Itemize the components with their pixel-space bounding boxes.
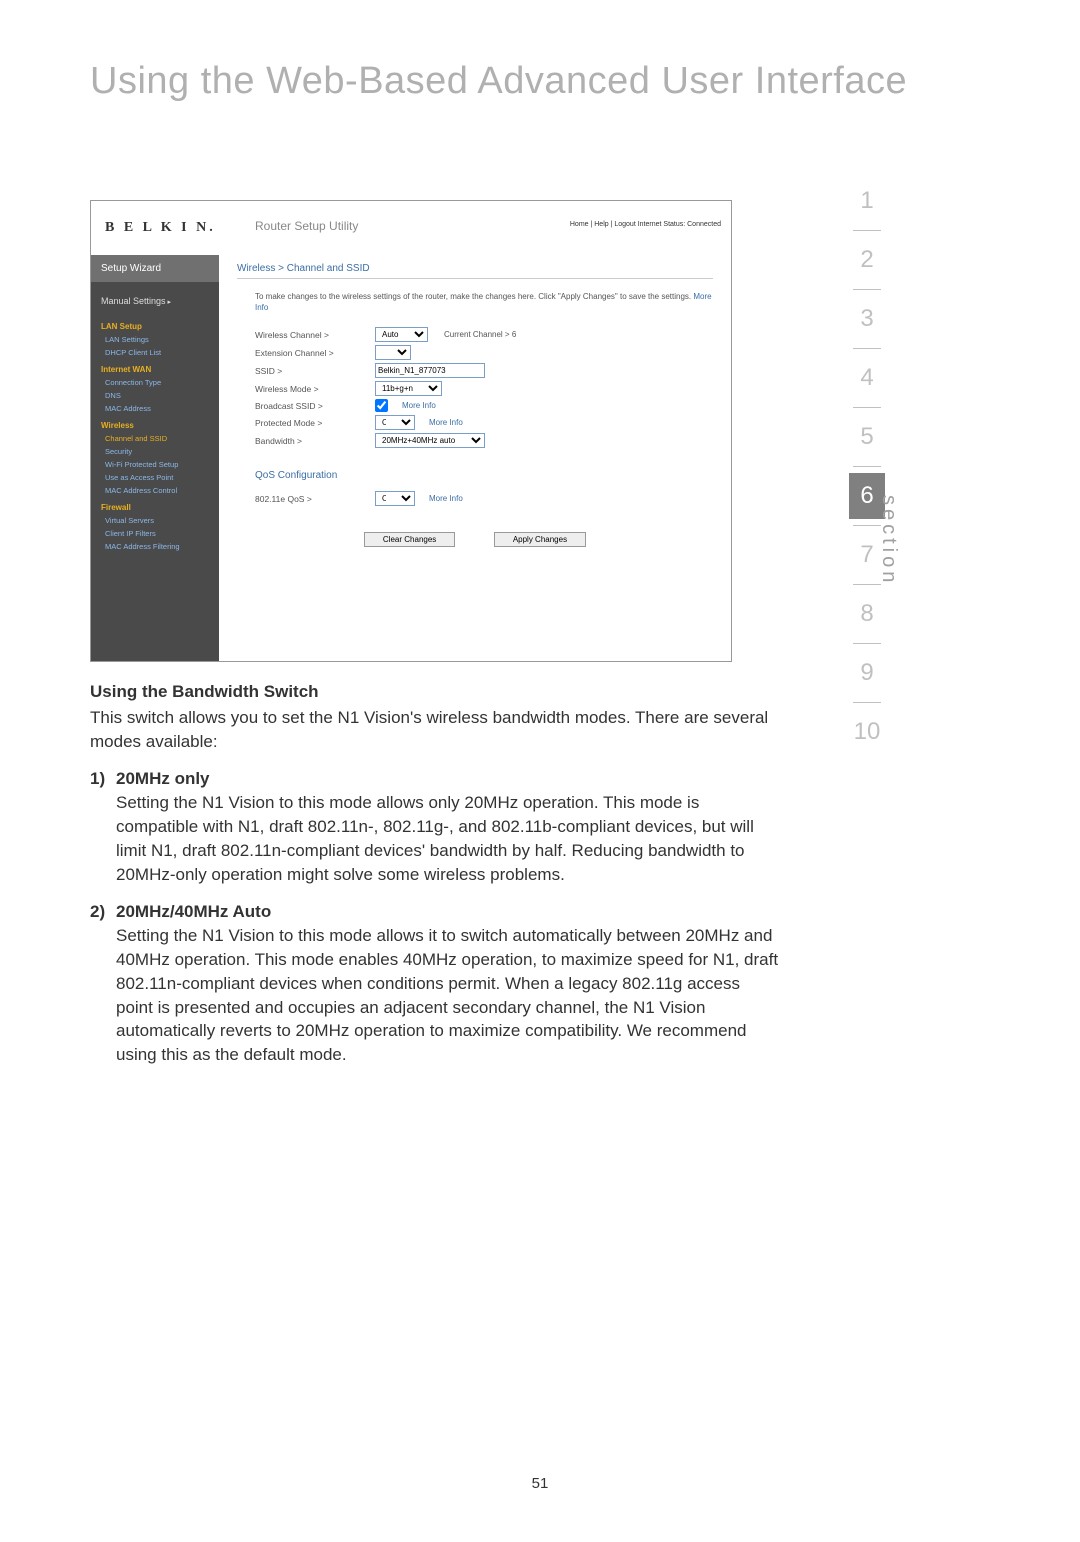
sidebar-item[interactable]: Security [91,445,219,458]
doc-item-text: Setting the N1 Vision to this mode allow… [116,791,780,886]
section-nav-8[interactable]: 8 [849,591,885,637]
sidebar: Setup Wizard Manual Settings LAN SetupLA… [91,255,219,661]
section-nav-4[interactable]: 4 [849,355,885,401]
section-nav-2[interactable]: 2 [849,237,885,283]
current-channel-text: Current Channel > 6 [444,330,516,339]
router-header: B E L K I N. Router Setup Utility Home |… [91,201,731,255]
section-nav-1[interactable]: 1 [849,178,885,224]
doc-item-title: 20MHz only [116,767,780,791]
sidebar-item[interactable]: DNS [91,389,219,402]
section-divider [853,289,881,290]
sidebar-item[interactable]: MAC Address Control [91,484,219,497]
breadcrumb: Wireless > Channel and SSID [237,255,713,279]
label-ext-channel: Extension Channel > [255,348,375,358]
section-nav-5[interactable]: 5 [849,414,885,460]
label-broadcast: Broadcast SSID > [255,401,375,411]
sidebar-item[interactable]: Client IP Filters [91,527,219,540]
select-qos[interactable]: On [375,491,415,506]
doc-item-title: 20MHz/40MHz Auto [116,900,780,924]
doc-item-body: 20MHz/40MHz AutoSetting the N1 Vision to… [116,900,780,1067]
row-wireless-channel: Wireless Channel > Auto Current Channel … [255,327,713,342]
manual-settings-header[interactable]: Manual Settings [91,282,219,316]
label-wireless-channel: Wireless Channel > [255,330,375,340]
doc-item-body: 20MHz onlySetting the N1 Vision to this … [116,767,780,886]
row-qos: 802.11e QoS > On More Info [255,491,713,506]
sidebar-category: Firewall [91,497,219,514]
row-protected: Protected Mode > Off More Info [255,415,713,430]
more-info-link[interactable]: More Info [402,401,436,410]
select-wireless-channel[interactable]: Auto [375,327,428,342]
section-label: section [877,495,900,586]
section-divider [853,643,881,644]
more-info-link[interactable]: More Info [429,494,463,503]
clear-changes-button[interactable]: Clear Changes [364,532,455,547]
more-info-link[interactable]: More Info [429,418,463,427]
select-protected[interactable]: Off [375,415,415,430]
top-links[interactable]: Home | Help | Logout Internet Status: Co… [570,221,721,228]
label-ssid: SSID > [255,366,375,376]
qos-heading: QoS Configuration [255,470,713,481]
doc-list-item: 1)20MHz onlySetting the N1 Vision to thi… [90,767,780,886]
doc-item-number: 1) [90,767,116,886]
section-divider [853,702,881,703]
router-ui-screenshot: B E L K I N. Router Setup Utility Home |… [90,200,732,662]
section-divider [853,230,881,231]
belkin-logo: B E L K I N. [105,220,216,236]
button-row: Clear Changes Apply Changes [237,532,713,547]
doc-list-item: 2)20MHz/40MHz AutoSetting the N1 Vision … [90,900,780,1067]
label-mode: Wireless Mode > [255,384,375,394]
doc-item-number: 2) [90,900,116,1067]
label-qos: 802.11e QoS > [255,494,375,504]
sidebar-item[interactable]: Virtual Servers [91,514,219,527]
row-ssid: SSID > [255,363,713,378]
doc-item-text: Setting the N1 Vision to this mode allow… [116,924,780,1067]
sidebar-category: Wireless [91,415,219,432]
sidebar-item[interactable]: MAC Address Filtering [91,540,219,553]
section-nav-10[interactable]: 10 [849,709,885,755]
sidebar-item[interactable]: Channel and SSID [91,432,219,445]
input-ssid[interactable] [375,363,485,378]
doc-heading: Using the Bandwidth Switch [90,680,780,704]
sidebar-item[interactable]: Connection Type [91,376,219,389]
select-mode[interactable]: 11b+g+n [375,381,442,396]
label-bandwidth: Bandwidth > [255,436,375,446]
sidebar-item[interactable]: Use as Access Point [91,471,219,484]
section-divider [853,466,881,467]
page-title: Using the Web-Based Advanced User Interf… [90,60,907,103]
utility-title: Router Setup Utility [255,219,358,233]
sidebar-category: Internet WAN [91,359,219,376]
doc-intro: This switch allows you to set the N1 Vis… [90,706,780,754]
row-bandwidth: Bandwidth > 20MHz+40MHz auto [255,433,713,448]
select-bandwidth[interactable]: 20MHz+40MHz auto [375,433,485,448]
intro-text: To make changes to the wireless settings… [255,291,713,313]
section-divider [853,348,881,349]
label-protected: Protected Mode > [255,418,375,428]
page-number: 51 [0,1475,1080,1492]
select-ext-channel[interactable]: 2 [375,345,411,360]
sidebar-item[interactable]: Wi-Fi Protected Setup [91,458,219,471]
row-ext-channel: Extension Channel > 2 [255,345,713,360]
sidebar-item[interactable]: LAN Settings [91,333,219,346]
setup-wizard-button[interactable]: Setup Wizard [91,255,219,282]
checkbox-broadcast[interactable] [375,399,388,412]
content-pane: Wireless > Channel and SSID To make chan… [219,255,731,661]
sidebar-item[interactable]: MAC Address [91,402,219,415]
row-mode: Wireless Mode > 11b+g+n [255,381,713,396]
intro-text-body: To make changes to the wireless settings… [255,292,691,301]
section-nav: 12345678910 [849,178,885,755]
document-body: Using the Bandwidth Switch This switch a… [90,680,780,1081]
sidebar-item[interactable]: DHCP Client List [91,346,219,359]
sidebar-category: LAN Setup [91,316,219,333]
section-nav-3[interactable]: 3 [849,296,885,342]
section-nav-9[interactable]: 9 [849,650,885,696]
section-divider [853,407,881,408]
apply-changes-button[interactable]: Apply Changes [494,532,586,547]
row-broadcast: Broadcast SSID > More Info [255,399,713,412]
